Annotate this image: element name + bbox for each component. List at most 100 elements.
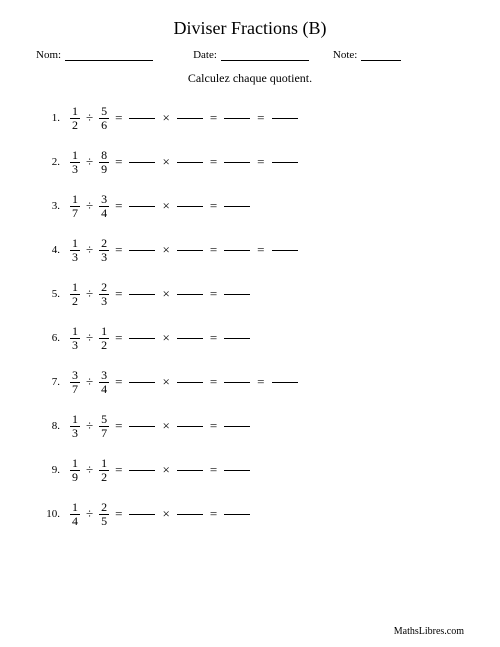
date-line[interactable]	[221, 50, 309, 61]
operator: =	[210, 242, 217, 258]
answer-blank[interactable]	[177, 465, 203, 471]
numerator: 8	[99, 149, 109, 162]
answer-blank[interactable]	[224, 289, 250, 295]
operator: ×	[162, 286, 169, 302]
answer-blank[interactable]	[177, 113, 203, 119]
denominator: 2	[99, 339, 109, 352]
operator: =	[115, 506, 122, 522]
numerator: 3	[70, 369, 80, 382]
numerator: 1	[70, 501, 80, 514]
problem-row: 2.13÷89=×==	[42, 140, 464, 184]
answer-blank[interactable]	[224, 333, 250, 339]
answer-blank[interactable]	[224, 377, 250, 383]
operator: =	[210, 462, 217, 478]
problem-row: 8.13÷57=×=	[42, 404, 464, 448]
answer-blank[interactable]	[224, 509, 250, 515]
answer-blank[interactable]	[129, 245, 155, 251]
answer-blank[interactable]	[129, 157, 155, 163]
answer-blank[interactable]	[224, 245, 250, 251]
note-label: Note:	[333, 49, 357, 61]
answer-blank[interactable]	[177, 333, 203, 339]
answer-blank[interactable]	[129, 377, 155, 383]
denominator: 5	[99, 515, 109, 528]
name-line[interactable]	[65, 50, 153, 61]
fraction: 14	[70, 501, 80, 527]
operator: =	[257, 242, 264, 258]
operator: =	[210, 374, 217, 390]
date-label: Date:	[193, 49, 217, 61]
answer-blank[interactable]	[224, 465, 250, 471]
operator: ÷	[86, 462, 93, 478]
fraction: 25	[99, 501, 109, 527]
answer-blank[interactable]	[224, 201, 250, 207]
answer-blank[interactable]	[177, 201, 203, 207]
operator: ÷	[86, 374, 93, 390]
denominator: 7	[70, 383, 80, 396]
operator: =	[115, 418, 122, 434]
fraction: 23	[99, 237, 109, 263]
answer-blank[interactable]	[177, 245, 203, 251]
answer-blank[interactable]	[129, 421, 155, 427]
operator: ÷	[86, 330, 93, 346]
operator: ×	[162, 462, 169, 478]
denominator: 3	[70, 339, 80, 352]
problem-index: 8.	[42, 420, 62, 432]
numerator: 2	[99, 237, 109, 250]
answer-blank[interactable]	[129, 465, 155, 471]
operator: =	[115, 198, 122, 214]
fraction: 23	[99, 281, 109, 307]
problem-index: 7.	[42, 376, 62, 388]
answer-blank[interactable]	[224, 113, 250, 119]
answer-blank[interactable]	[129, 289, 155, 295]
numerator: 2	[99, 501, 109, 514]
answer-blank[interactable]	[177, 421, 203, 427]
denominator: 3	[99, 251, 109, 264]
operator: ÷	[86, 242, 93, 258]
answer-blank[interactable]	[272, 377, 298, 383]
answer-blank[interactable]	[177, 157, 203, 163]
answer-blank[interactable]	[129, 509, 155, 515]
numerator: 1	[99, 457, 109, 470]
operator: =	[257, 154, 264, 170]
answer-blank[interactable]	[129, 113, 155, 119]
answer-blank[interactable]	[129, 201, 155, 207]
answer-blank[interactable]	[272, 157, 298, 163]
operator: =	[210, 418, 217, 434]
answer-blank[interactable]	[129, 333, 155, 339]
answer-blank[interactable]	[177, 377, 203, 383]
operator: ×	[162, 242, 169, 258]
problem-row: 9.19÷12=×=	[42, 448, 464, 492]
fraction: 19	[70, 457, 80, 483]
note-line[interactable]	[361, 50, 401, 61]
denominator: 3	[99, 295, 109, 308]
problem-row: 4.13÷23=×==	[42, 228, 464, 272]
numerator: 2	[99, 281, 109, 294]
numerator: 1	[70, 193, 80, 206]
fraction: 13	[70, 149, 80, 175]
problem-row: 5.12÷23=×=	[42, 272, 464, 316]
denominator: 3	[70, 163, 80, 176]
answer-blank[interactable]	[224, 421, 250, 427]
answer-blank[interactable]	[272, 113, 298, 119]
answer-blank[interactable]	[177, 289, 203, 295]
denominator: 9	[70, 471, 80, 484]
operator: ÷	[86, 198, 93, 214]
numerator: 5	[99, 105, 109, 118]
operator: ÷	[86, 506, 93, 522]
denominator: 4	[99, 383, 109, 396]
numerator: 3	[99, 369, 109, 382]
answer-blank[interactable]	[177, 509, 203, 515]
operator: =	[115, 286, 122, 302]
operator: ×	[162, 330, 169, 346]
answer-blank[interactable]	[224, 157, 250, 163]
fraction: 37	[70, 369, 80, 395]
fraction: 12	[70, 281, 80, 307]
denominator: 2	[70, 119, 80, 132]
operator: =	[115, 330, 122, 346]
fraction: 34	[99, 193, 109, 219]
problem-row: 7.37÷34=×==	[42, 360, 464, 404]
numerator: 1	[70, 413, 80, 426]
answer-blank[interactable]	[272, 245, 298, 251]
denominator: 7	[70, 207, 80, 220]
denominator: 9	[99, 163, 109, 176]
